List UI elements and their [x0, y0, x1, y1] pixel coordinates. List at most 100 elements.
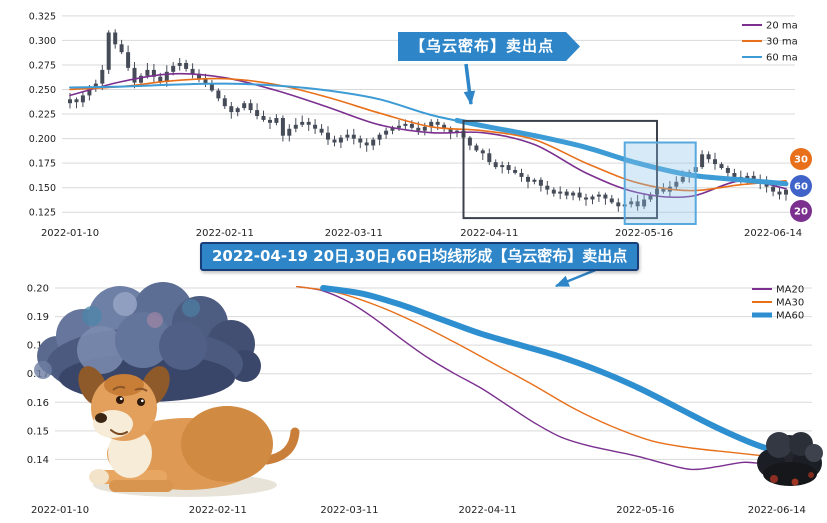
cloud-teal-tint: [82, 306, 102, 326]
candle-body: [80, 95, 85, 103]
candle-body: [287, 128, 292, 136]
y-tick-label: 0.19: [27, 312, 49, 323]
candle-body: [487, 153, 492, 163]
candle-body: [596, 194, 601, 197]
cloud-ember: [770, 475, 778, 483]
candle-body: [442, 124, 447, 129]
candle-body: [661, 188, 666, 192]
callout-arrow: [463, 63, 476, 106]
candle-body: [584, 197, 588, 200]
candle-body: [784, 189, 788, 195]
candle-body: [293, 124, 298, 129]
dog-eye-right: [137, 398, 145, 406]
candle-body: [732, 173, 737, 177]
dog-forehead-patch: [104, 374, 144, 396]
x-tick-label: 2022-01-10: [41, 228, 99, 239]
candle-body: [480, 150, 485, 154]
candle-body: [551, 189, 556, 194]
x-tick-label: 2022-03-11: [325, 228, 383, 239]
candle-body: [229, 106, 234, 113]
candle-body: [635, 201, 640, 207]
candle-body: [326, 132, 330, 140]
candle-body: [680, 176, 685, 182]
y-tick-label: 0.125: [29, 208, 56, 219]
candle-body: [300, 121, 305, 125]
dog-nose: [95, 413, 107, 423]
sell-point-caption-text: 2022-04-19 20日,30日,60日均线形成【乌云密布】卖出点: [212, 247, 628, 265]
candle-body: [538, 179, 543, 186]
candle-body: [558, 191, 563, 194]
x-tick-label: 2022-06-14: [744, 228, 802, 239]
candle-body: [351, 134, 356, 139]
y-tick-label: 0.200: [29, 134, 56, 145]
candle-body: [564, 191, 569, 196]
ma-badge: [790, 200, 812, 222]
x-tick-label: 2022-04-11: [460, 228, 518, 239]
cloud-pink-tint: [147, 312, 163, 328]
ma-line-30ma: [69, 77, 787, 192]
candle-body: [209, 83, 214, 91]
candle-body: [255, 110, 260, 116]
y-tick-label: 0.18: [27, 341, 49, 352]
x-tick-label: 2022-04-11: [458, 505, 516, 516]
ma-badge-label: 30: [794, 155, 808, 166]
dog-front-leg: [109, 480, 173, 492]
candle-body: [519, 173, 524, 177]
candle-body: [280, 118, 285, 136]
annotation-layer: 30 60 20: [462, 63, 812, 288]
x-tick-label: 2022-05-16: [615, 228, 673, 239]
dog-eye-left: [116, 396, 124, 404]
x-tick-label: 2022-01-10: [31, 505, 89, 516]
candle-body: [513, 170, 518, 173]
dog-brow-left: [112, 385, 126, 391]
candle-body: [306, 121, 311, 125]
storm-cloud-dog-illustration: [34, 282, 300, 497]
candle-body: [526, 176, 530, 182]
cloud-puff: [34, 361, 52, 379]
candle-body: [371, 139, 376, 146]
candle-body: [345, 134, 350, 138]
candle-body: [429, 121, 434, 127]
candle-body: [261, 116, 266, 120]
x-tick-label: 2022-05-16: [616, 505, 674, 516]
sell-point-caption: 2022-04-19 20日,30日,60日均线形成【乌云密布】卖出点: [200, 242, 640, 271]
candle-body: [364, 142, 369, 146]
y-tick-label: 0.150: [29, 183, 56, 194]
candle-body: [313, 124, 318, 129]
candle-body: [145, 69, 150, 76]
y-tick-label: 0.14: [27, 455, 49, 466]
candle-body: [409, 123, 414, 128]
candle-body: [713, 159, 717, 165]
candle-body: [190, 68, 195, 74]
candle-body: [126, 52, 131, 68]
candle-body: [235, 108, 240, 113]
candle-body: [384, 130, 389, 135]
candle-body: [719, 164, 724, 168]
candle-body: [268, 119, 272, 123]
candle-body: [87, 88, 92, 96]
legend-label: 20 ma: [766, 21, 798, 32]
candle-body: [171, 65, 176, 72]
candle-body: [706, 154, 711, 160]
caption-arrow: [554, 267, 599, 288]
ma-badge: [790, 148, 812, 170]
candle-body: [422, 126, 427, 131]
y-tick-label: 0.15: [27, 426, 49, 437]
cloud-puff: [77, 326, 125, 374]
candle-body: [397, 125, 401, 128]
candle-body: [358, 138, 363, 143]
candle-body: [777, 191, 782, 195]
top-candlestick-chart: 0.325 0.300 0.275 0.250 0.225 0.200 0.175 0.150…: [29, 11, 802, 239]
x-tick-label: 2022-02-11: [189, 505, 247, 516]
y-tick-label: 0.250: [29, 85, 56, 96]
ma-line-MA20: [296, 285, 791, 471]
ma-line-thick-segment: [454, 117, 789, 187]
candle-body: [493, 162, 498, 168]
candle-body: [506, 165, 511, 170]
candle-body: [216, 90, 221, 99]
candle-body: [448, 128, 453, 133]
y-tick-label: 0.16: [27, 398, 49, 409]
candle-body: [132, 67, 137, 83]
cloud-highlight: [113, 292, 137, 316]
candle-body: [177, 63, 182, 66]
